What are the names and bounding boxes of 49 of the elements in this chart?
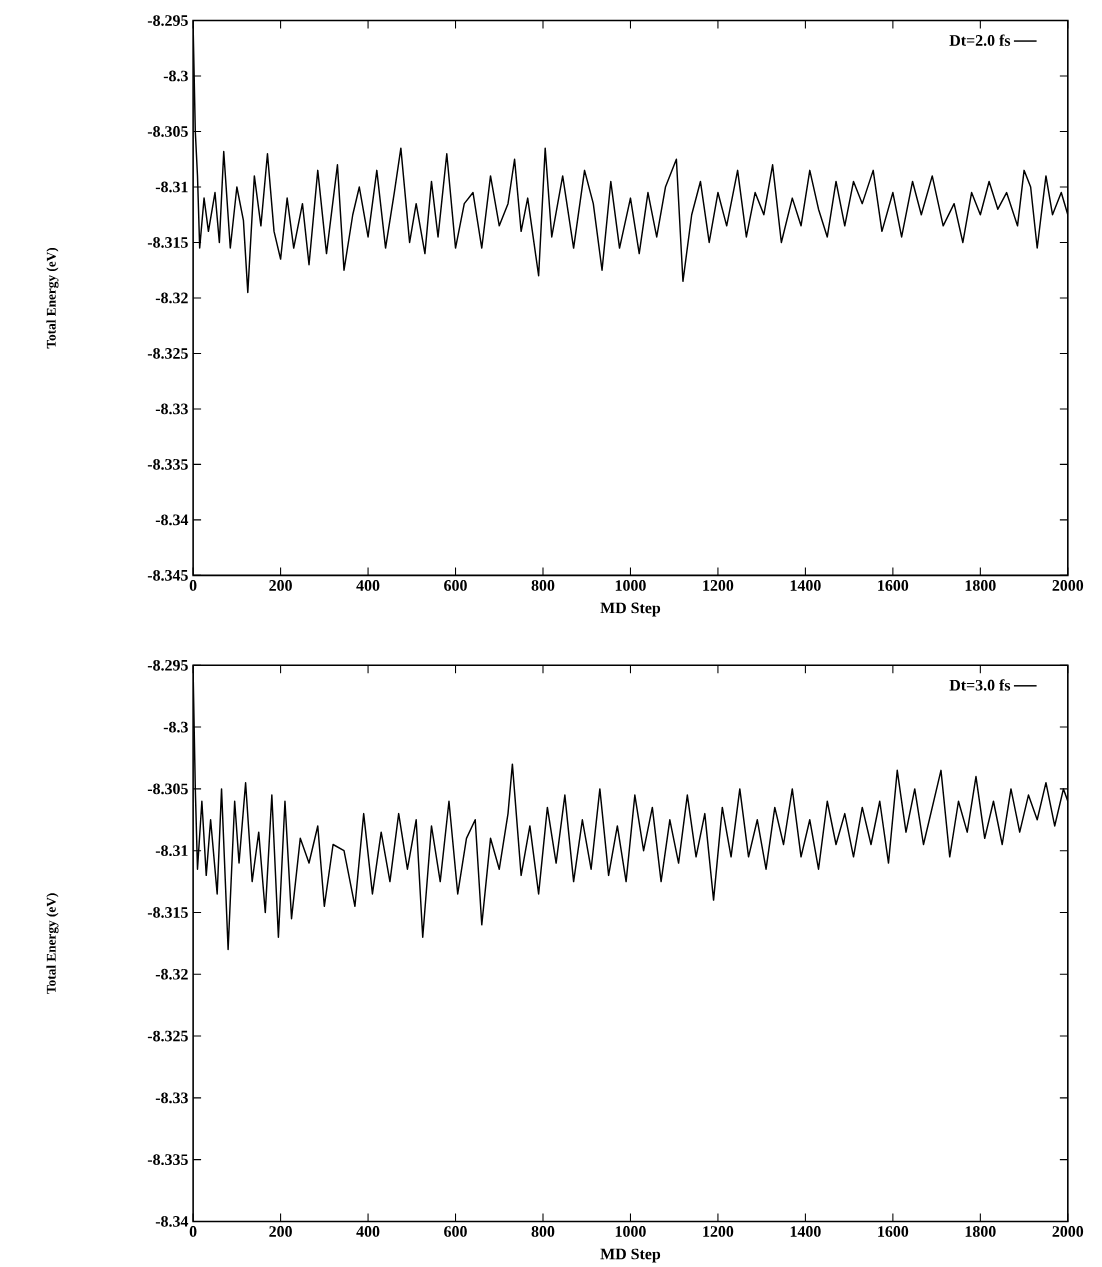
x-tick-label: 2000 [1052, 580, 1084, 591]
x-tick-label: 1600 [878, 1226, 909, 1237]
y-tick-label: -8.295 [147, 659, 188, 671]
x-tick-label: 0 [189, 1226, 197, 1237]
y-tick-label: -8.315 [147, 237, 188, 248]
y-tick-label: -8.3 [163, 70, 188, 82]
y-tick-label: -8.34 [155, 514, 189, 526]
x-tick-label: 1000 [615, 580, 646, 591]
y-tick-label: -8.325 [147, 1030, 188, 1042]
y-tick-label: -8.295 [147, 15, 188, 26]
x-tick-label: 400 [356, 1226, 380, 1237]
y-tick-label: -8.32 [155, 292, 188, 304]
y-axis-title: Total Energy (eV) [46, 893, 59, 994]
y-tick-label: -8.32 [155, 968, 188, 980]
y-tick-label: -8.31 [155, 845, 188, 857]
x-tick-label: 1800 [965, 1226, 996, 1237]
x-tick-label: 400 [356, 580, 380, 591]
y-tick-label: -8.31 [155, 181, 188, 193]
y-axis-title: Total Energy (eV) [46, 247, 59, 349]
x-tick-label: 1000 [615, 1226, 646, 1237]
y-tick-label: -8.325 [147, 348, 188, 359]
y-tick-label: -8.33 [155, 1092, 188, 1104]
y-tick-label: -8.305 [147, 783, 188, 795]
x-tick-label: 1400 [790, 1226, 821, 1237]
legend-label: Dt=2.0 fs [949, 34, 1011, 46]
y-tick-label: -8.335 [147, 1154, 188, 1166]
x-axis-title: MD Step [600, 1248, 661, 1263]
x-axis-title: MD Step [600, 602, 661, 617]
x-tick-label: 1200 [703, 1226, 734, 1237]
x-tick-label: 800 [531, 1226, 555, 1237]
x-tick-label: 800 [531, 580, 555, 591]
y-tick-label: -8.315 [147, 907, 188, 918]
y-tick-label: -8.3 [163, 721, 188, 733]
x-tick-label: 600 [444, 580, 467, 591]
y-tick-label: -8.33 [155, 403, 188, 415]
x-tick-label: 1800 [965, 580, 996, 591]
y-tick-label: -8.335 [147, 458, 188, 470]
legend-label: Dt=3.0 fs [949, 679, 1011, 691]
y-tick-label: -8.34 [155, 1216, 189, 1227]
x-tick-label: 1200 [703, 580, 734, 591]
x-tick-label: 1600 [878, 580, 909, 591]
x-tick-label: 0 [189, 580, 197, 591]
x-tick-label: 200 [269, 1226, 292, 1237]
y-tick-label: -8.345 [147, 569, 188, 581]
x-tick-label: 2000 [1052, 1226, 1084, 1237]
x-tick-label: 200 [269, 580, 292, 591]
y-tick-label: -8.305 [147, 126, 188, 137]
x-tick-label: 1400 [790, 580, 821, 591]
x-tick-label: 600 [444, 1226, 467, 1237]
